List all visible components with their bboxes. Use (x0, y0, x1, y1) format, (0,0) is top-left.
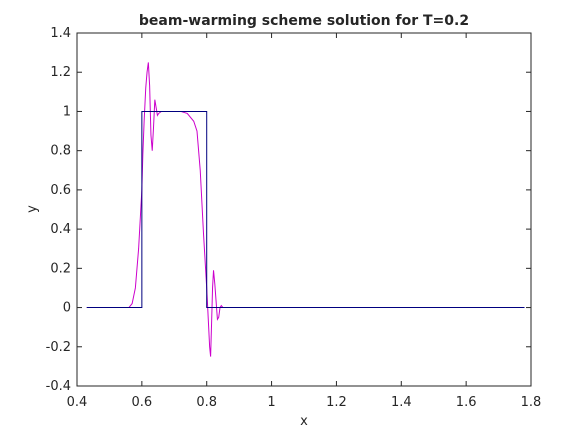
y-axis-label: y (25, 205, 40, 213)
x-tick-label: 1.4 (391, 395, 412, 410)
y-tick-label: 0.4 (50, 222, 71, 237)
y-tick-label: -0.4 (46, 379, 71, 394)
x-tick-label: 1 (267, 395, 275, 410)
x-tick-label: 1.6 (456, 395, 477, 410)
x-tick-label: 0.4 (67, 395, 88, 410)
series-line-0 (86, 62, 525, 357)
y-tick-label: 1 (63, 104, 71, 119)
y-tick-label: -0.2 (46, 340, 71, 355)
axes-frame (76, 32, 532, 387)
series-line-1 (86, 110, 525, 309)
x-axis-label: x (300, 414, 308, 429)
x-tick-label: 0.6 (132, 395, 153, 410)
y-tick-label: 1.2 (50, 65, 71, 80)
x-tick-label: 1.2 (326, 395, 347, 410)
x-tick-label: 1.8 (521, 395, 542, 410)
series-layer (86, 62, 525, 357)
x-axis: 0.4 0.6 0.8 1 1.2 1.4 1.6 1.8 (67, 33, 542, 410)
x-tick-label: 0.8 (196, 395, 217, 410)
y-tick-label: 0.6 (50, 183, 71, 198)
y-tick-label: 0.8 (50, 144, 71, 159)
y-axis: -0.4 -0.2 0 0.2 0.4 0.6 0.8 1 1.2 1.4 (46, 26, 531, 394)
y-tick-label: 0.2 (50, 261, 71, 276)
y-tick-label: 0 (63, 301, 71, 316)
chart-title: beam-warming scheme solution for T=0.2 (139, 13, 469, 29)
y-tick-label: 1.4 (50, 26, 71, 41)
